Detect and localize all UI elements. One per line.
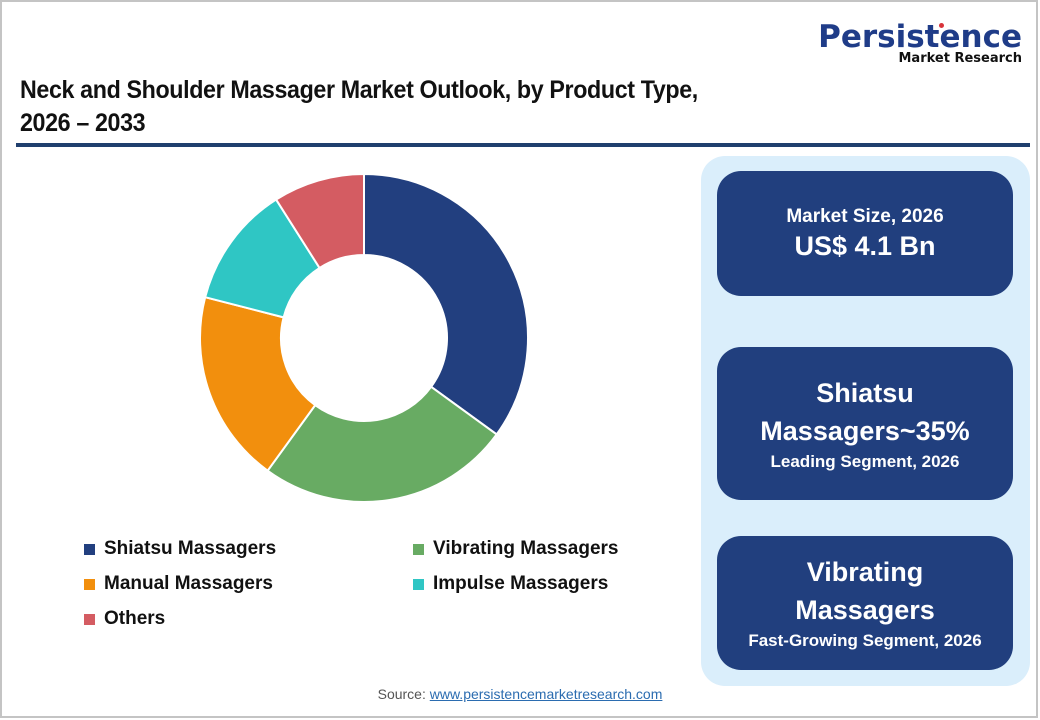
fastest-segment-name-line1: Vibrating — [806, 557, 924, 587]
legend-swatch-icon — [84, 543, 95, 555]
legend-item: Vibrating Massagers — [413, 538, 619, 560]
leading-segment-name: Shiatsu — [816, 377, 914, 408]
legend-swatch-icon — [84, 613, 95, 625]
legend-item: Shiatsu Massagers — [84, 538, 276, 560]
legend-label: Impulse Massagers — [433, 573, 609, 594]
donut-slice-vibrating-massagers — [266, 385, 499, 503]
source-label: Source: — [377, 686, 426, 702]
persistence-logo: Persistence Market Research — [818, 20, 1022, 66]
source-link[interactable]: www.persistencemarketresearch.com — [429, 686, 663, 702]
legend-label: Others — [104, 608, 166, 629]
leading-segment-card: Shiatsu Massagers~35% Leading Segment, 2… — [717, 347, 1013, 500]
legend-swatch-icon — [413, 578, 424, 590]
leading-segment-caption: Leading Segment, 2026 — [770, 451, 960, 471]
legend-item: Impulse Massagers — [413, 573, 608, 595]
logo-wordmark: Persistence — [818, 19, 1022, 55]
market-size-card: Market Size, 2026 US$ 4.1 Bn — [717, 171, 1013, 296]
donut-slice-others — [274, 172, 365, 270]
legend-label: Manual Massagers — [104, 573, 273, 594]
title-divider — [16, 143, 1030, 147]
leading-segment-share: Massagers~35% — [760, 415, 970, 446]
source-note: Source: www.persistencemarketresearch.co… — [0, 686, 1040, 702]
donut-chart — [199, 172, 529, 503]
market-size-label: Market Size, 2026 — [786, 205, 944, 227]
market-size-value: US$ 4.1 Bn — [794, 230, 936, 261]
legend-item: Others — [84, 608, 165, 630]
chart-title-line1: Neck and Shoulder Massager Market Outloo… — [20, 76, 698, 104]
logo-star-icon — [939, 23, 945, 28]
donut-slice-shiatsu-massagers — [363, 172, 529, 436]
legend-label: Vibrating Massagers — [433, 538, 619, 559]
legend-label: Shiatsu Massagers — [104, 538, 277, 559]
legend-item: Manual Massagers — [84, 573, 273, 595]
legend-swatch-icon — [84, 578, 95, 590]
chart-title-line2: 2026 – 2033 — [20, 109, 146, 137]
logo-subtitle: Market Research — [898, 51, 1023, 66]
legend-swatch-icon — [413, 543, 424, 555]
donut-slice-manual-massagers — [199, 295, 317, 473]
fastest-segment-caption: Fast-Growing Segment, 2026 — [748, 631, 982, 650]
fastest-segment-card: Vibrating Massagers Fast-Growing Segment… — [717, 536, 1013, 670]
fastest-segment-name-line2: Massagers — [795, 595, 935, 625]
chart-title: Neck and Shoulder Massager Market Outloo… — [20, 74, 857, 140]
